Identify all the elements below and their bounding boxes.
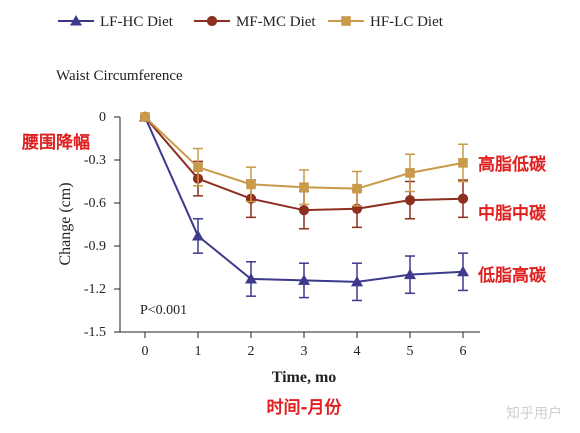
legend-marker [70,15,82,26]
x-tick-label: 2 [248,344,255,359]
series-annotation: 低脂高碳 [477,265,547,286]
x-tick-label: 3 [301,344,308,359]
y-axis-label: Change (cm) [57,182,74,265]
legend-item: LF-HC Diet [58,14,174,30]
y-tick-label: 0 [99,110,106,125]
data-point [298,205,310,216]
data-point [404,195,416,206]
series-hf-lc-diet [140,112,468,207]
legend-label: LF-HC Diet [100,14,174,30]
x-tick-label: 4 [354,344,361,359]
data-point [351,275,363,287]
data-point [140,112,150,122]
legend-label: HF-LC Diet [370,14,444,30]
chart-title: Waist Circumference [56,68,183,84]
significance-note: P<0.001 [140,303,187,318]
legend-marker [206,15,218,27]
data-point [405,168,415,178]
data-point [458,158,468,168]
data-point [299,182,309,193]
data-point [192,229,204,241]
legend-label: MF-MC Diet [236,14,316,30]
legend-item: HF-LC Diet [328,14,444,30]
data-point [193,162,203,172]
series-annotations: 低脂高碳 中脂中碳 高脂低碳 [477,154,547,286]
chart-legend: LF-HC Diet MF-MC Diet HF-LC Diet [58,14,444,30]
y-ticks: 0 -0.3 -0.6 -0.9 -1.2 -1.5 [84,110,120,340]
annotation-time-month: 时间-月份 [266,397,342,418]
data-point [298,274,310,285]
x-tick-label: 1 [195,344,202,359]
y-tick-label: -0.3 [84,153,106,168]
x-ticks: 0 1 2 3 4 5 6 [142,332,467,359]
x-tick-label: 6 [460,344,467,359]
data-point [246,179,256,190]
series-layer [139,111,469,302]
x-tick-label: 0 [142,344,149,359]
data-point [457,265,469,277]
legend-marker [341,16,351,26]
series-annotation: 中脂中碳 [478,203,547,224]
data-point [404,268,416,280]
watermark: 知乎用户 [506,405,562,422]
x-tick-label: 5 [407,344,414,359]
data-point [352,183,362,194]
series-annotation: 高脂低碳 [478,154,547,175]
legend-item: MF-MC Diet [194,14,316,30]
y-tick-label: -1.2 [84,282,106,297]
data-point [457,193,469,204]
data-point [245,272,257,284]
y-tick-label: -0.6 [84,196,106,211]
annotation-waist-decrease: 腰围降幅 [22,132,90,153]
x-axis-label: Time, mo [272,369,337,386]
y-tick-label: -1.5 [84,325,106,340]
y-tick-label: -0.9 [84,239,106,254]
